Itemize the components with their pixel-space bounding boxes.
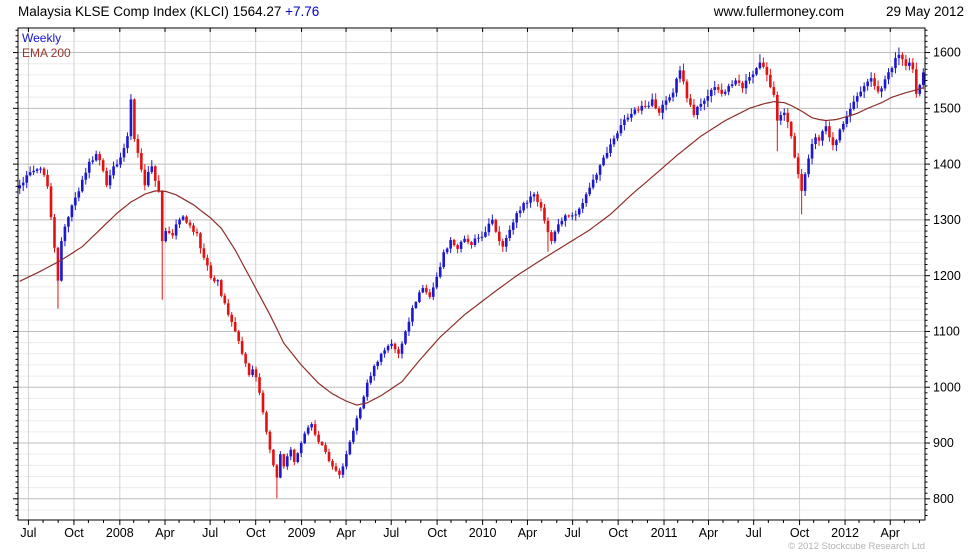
legend-weekly: Weekly <box>22 31 62 45</box>
x-tick-label: 2010 <box>469 526 497 540</box>
axis-ticks-layer <box>13 28 930 525</box>
x-tick-label: Jul <box>383 526 399 540</box>
x-tick-label: 2008 <box>106 526 134 540</box>
x-tick-label: Apr <box>881 526 900 540</box>
y-axis-labels: 800 900 1000 1100 1200 1300 1400 1500 1600 <box>933 46 961 506</box>
x-tick-label: Oct <box>427 526 447 540</box>
chart-legend: Weekly EMA 200 <box>22 31 71 61</box>
x-tick-label: Oct <box>608 526 628 540</box>
date-label: 29 May 2012 <box>885 4 964 19</box>
y-tick-label: 900 <box>933 436 954 450</box>
candles-layer <box>18 47 925 499</box>
x-axis-labels: Jul Oct 2008 Apr Jul Oct 2009 Apr Jul Oct 2010 Apr J… <box>20 526 900 540</box>
y-tick-label: 1200 <box>933 269 961 283</box>
y-tick-label: 1600 <box>933 46 961 60</box>
y-tick-label: 800 <box>933 492 954 506</box>
x-tick-label: 2009 <box>288 526 316 540</box>
grid-major-layer <box>18 52 925 500</box>
x-tick-label: Oct <box>64 526 84 540</box>
x-tick-label: 2011 <box>651 526 678 540</box>
x-tick-label: 2012 <box>831 526 859 540</box>
legend-ema200: EMA 200 <box>22 46 71 60</box>
ema-200-line <box>19 87 924 406</box>
x-tick-label: Oct <box>790 526 810 540</box>
x-tick-label: Oct <box>246 526 266 540</box>
y-tick-label: 1300 <box>933 213 961 227</box>
page-title: Malaysia KLSE Comp Index (KLCI) 1564.27 … <box>18 4 319 19</box>
y-tick-label: 1400 <box>933 157 961 171</box>
copyright-label: © 2012 Stockcube Research Ltd <box>788 541 925 552</box>
price-change: +7.76 <box>285 4 320 19</box>
x-tick-label: Apr <box>699 526 718 540</box>
x-tick-label: Jul <box>565 526 581 540</box>
y-tick-label: 1100 <box>933 325 960 339</box>
x-tick-label: Jul <box>202 526 218 540</box>
y-tick-label: 1500 <box>933 102 961 116</box>
website-label: www.fullermoney.com <box>713 4 844 19</box>
instrument-title: Malaysia KLSE Comp Index (KLCI) 1564.27 <box>18 4 282 19</box>
y-tick-label: 1000 <box>933 380 961 394</box>
x-tick-label: Apr <box>155 526 174 540</box>
x-tick-label: Jul <box>20 526 36 540</box>
x-tick-label: Apr <box>336 526 355 540</box>
x-tick-label: Apr <box>518 526 537 540</box>
x-tick-label: Jul <box>746 526 762 540</box>
grid-vertical-layer <box>27 28 891 520</box>
grid-minor-layer <box>18 29 925 511</box>
plot-border <box>17 27 926 521</box>
